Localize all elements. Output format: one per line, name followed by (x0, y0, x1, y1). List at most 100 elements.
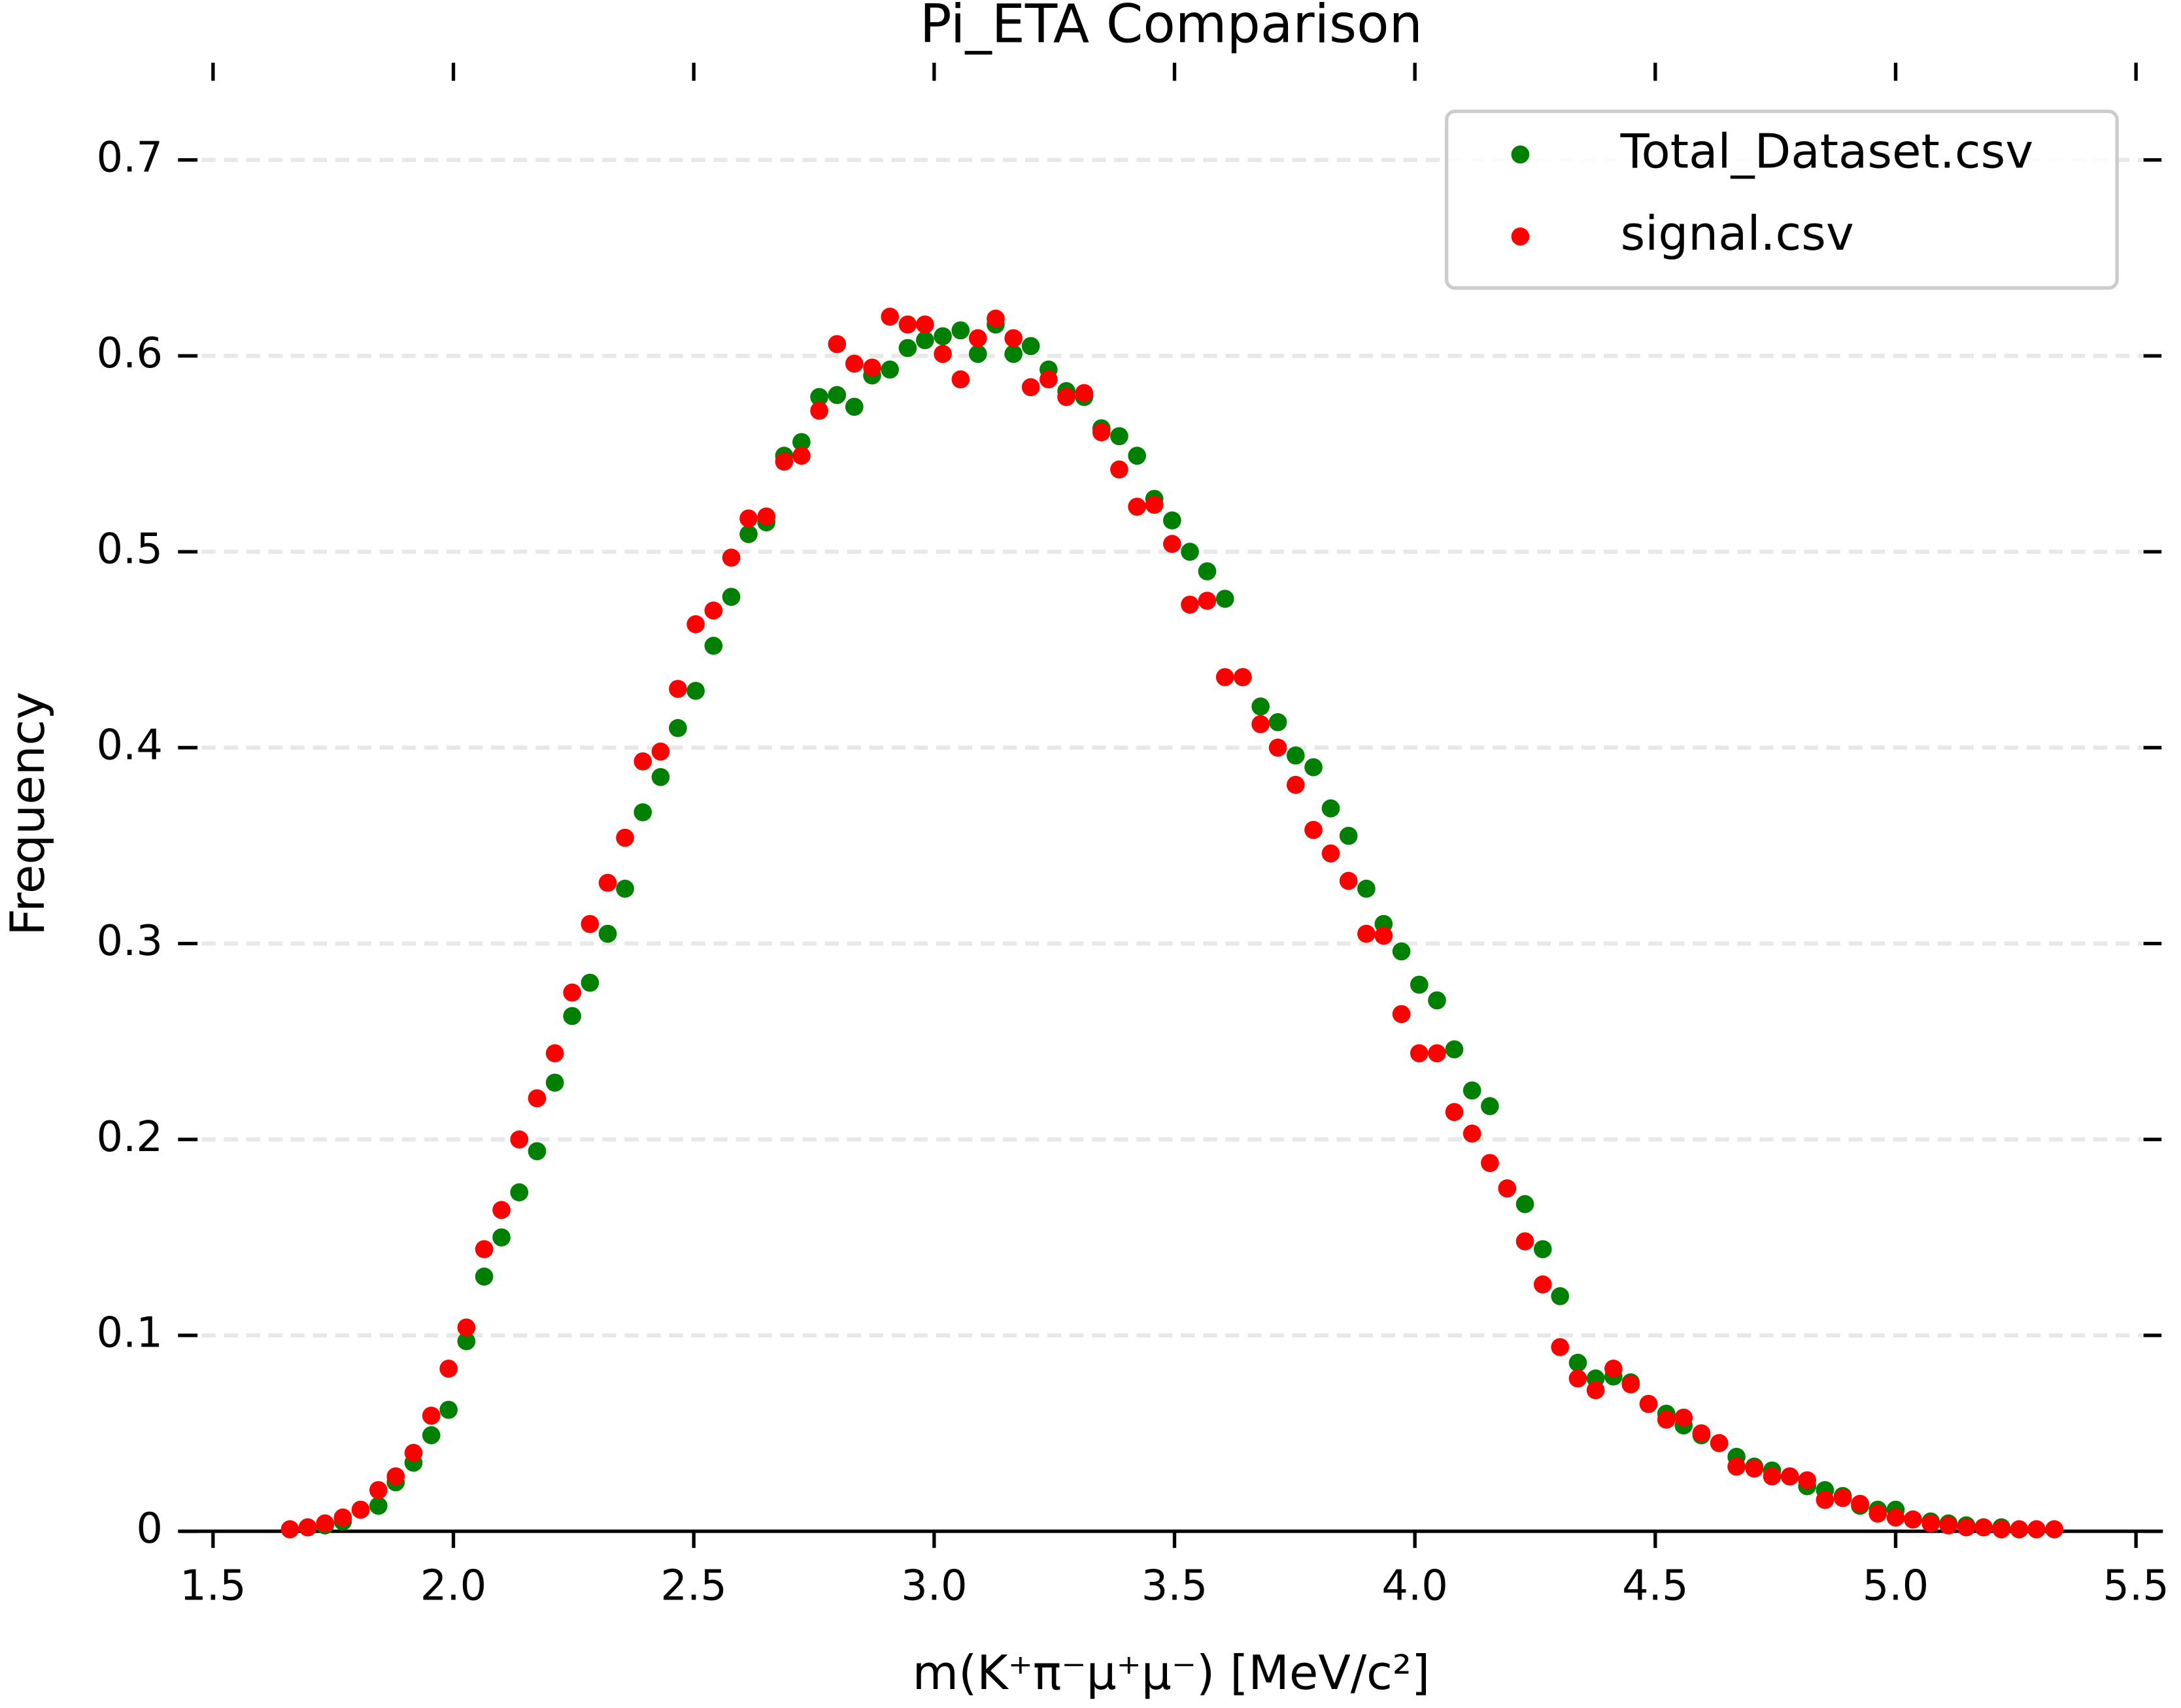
point (1286, 746, 1305, 765)
point (651, 742, 670, 761)
point (280, 1520, 299, 1539)
point (1163, 511, 1181, 529)
point (1533, 1275, 1552, 1294)
point (1374, 926, 1393, 945)
point (1445, 1103, 1464, 1122)
point (1974, 1518, 1993, 1537)
legend-label: Total_Dataset.csv (1620, 124, 2034, 179)
point (1181, 595, 1199, 614)
legend-marker (1511, 227, 1530, 246)
y-axis-label: Frequency (1, 692, 56, 936)
point (1268, 738, 1287, 757)
point (1075, 384, 1094, 403)
point (1321, 799, 1340, 818)
point (634, 803, 652, 822)
point (1198, 562, 1217, 580)
point (1040, 370, 1058, 389)
point (1498, 1179, 1517, 1197)
point (457, 1318, 476, 1337)
point (316, 1514, 335, 1533)
point (1657, 1410, 1676, 1429)
point (1057, 388, 1075, 407)
point (1198, 592, 1217, 610)
point (792, 446, 811, 465)
x-tick-label: 2.0 (420, 1562, 486, 1610)
point (616, 879, 634, 898)
point (1163, 535, 1181, 553)
y-tick-label: 0.2 (96, 1113, 162, 1162)
chart-title: Pi_ETA Comparison (920, 0, 1423, 56)
point (722, 588, 741, 606)
point (651, 767, 670, 786)
point (545, 1044, 564, 1063)
point (1586, 1381, 1605, 1399)
legend-label: signal.csv (1621, 207, 1854, 261)
point (298, 1518, 317, 1537)
point (739, 525, 758, 543)
point (581, 973, 600, 992)
x-tick-label: 2.5 (660, 1562, 726, 1610)
point (1128, 497, 1146, 516)
point (1604, 1360, 1623, 1378)
point (1533, 1240, 1552, 1258)
point (1357, 924, 1376, 943)
point (686, 682, 705, 700)
point (1251, 697, 1270, 716)
point (934, 327, 952, 346)
point (598, 924, 617, 943)
x-tick-label: 4.0 (1381, 1562, 1447, 1610)
point (563, 1007, 581, 1026)
point (1851, 1494, 1869, 1513)
point (1304, 758, 1323, 777)
y-tick-label: 0.3 (96, 917, 162, 965)
point (775, 452, 794, 471)
x-tick-label: 4.5 (1622, 1562, 1688, 1610)
point (1181, 543, 1199, 561)
point (669, 680, 687, 698)
point (916, 331, 934, 350)
point (951, 321, 970, 340)
x-tick-label: 3.0 (901, 1562, 967, 1610)
x-axis-label: m(K⁺π⁻μ⁺μ⁻) [MeV/c²] (913, 1646, 1430, 1701)
point (1904, 1510, 1922, 1529)
y-tick-label: 0 (136, 1505, 163, 1553)
legend: Total_Dataset.csv signal.csv (1444, 109, 2119, 290)
point (881, 307, 900, 326)
point (1215, 668, 1234, 686)
point (616, 828, 634, 847)
y-tick-label: 0.1 (96, 1309, 162, 1357)
point (1868, 1504, 1887, 1523)
point (492, 1228, 511, 1247)
point (1021, 378, 1040, 397)
point (987, 309, 1005, 328)
point (1568, 1369, 1587, 1388)
point (1462, 1124, 1481, 1143)
legend-marker (1511, 145, 1530, 164)
x-tick-label: 5.0 (1863, 1562, 1929, 1610)
point (968, 344, 987, 363)
point (1428, 1044, 1446, 1063)
y-tick-label: 0.4 (96, 721, 162, 769)
point (686, 615, 705, 633)
point (810, 401, 828, 420)
point (598, 873, 617, 892)
y-tick-label: 0.7 (96, 133, 162, 182)
point (545, 1073, 564, 1092)
point (1939, 1516, 1958, 1535)
point (1021, 337, 1040, 356)
point (1481, 1154, 1499, 1173)
point (2045, 1520, 2063, 1539)
point (845, 397, 864, 416)
point (934, 344, 952, 363)
point (1727, 1457, 1746, 1476)
point (1339, 871, 1358, 890)
point (1481, 1097, 1499, 1116)
point (510, 1183, 529, 1201)
point (828, 335, 847, 354)
point (422, 1406, 441, 1425)
point (1392, 1005, 1411, 1024)
point (1710, 1433, 1729, 1452)
point (1551, 1338, 1570, 1356)
point (475, 1240, 494, 1258)
point (722, 548, 741, 567)
